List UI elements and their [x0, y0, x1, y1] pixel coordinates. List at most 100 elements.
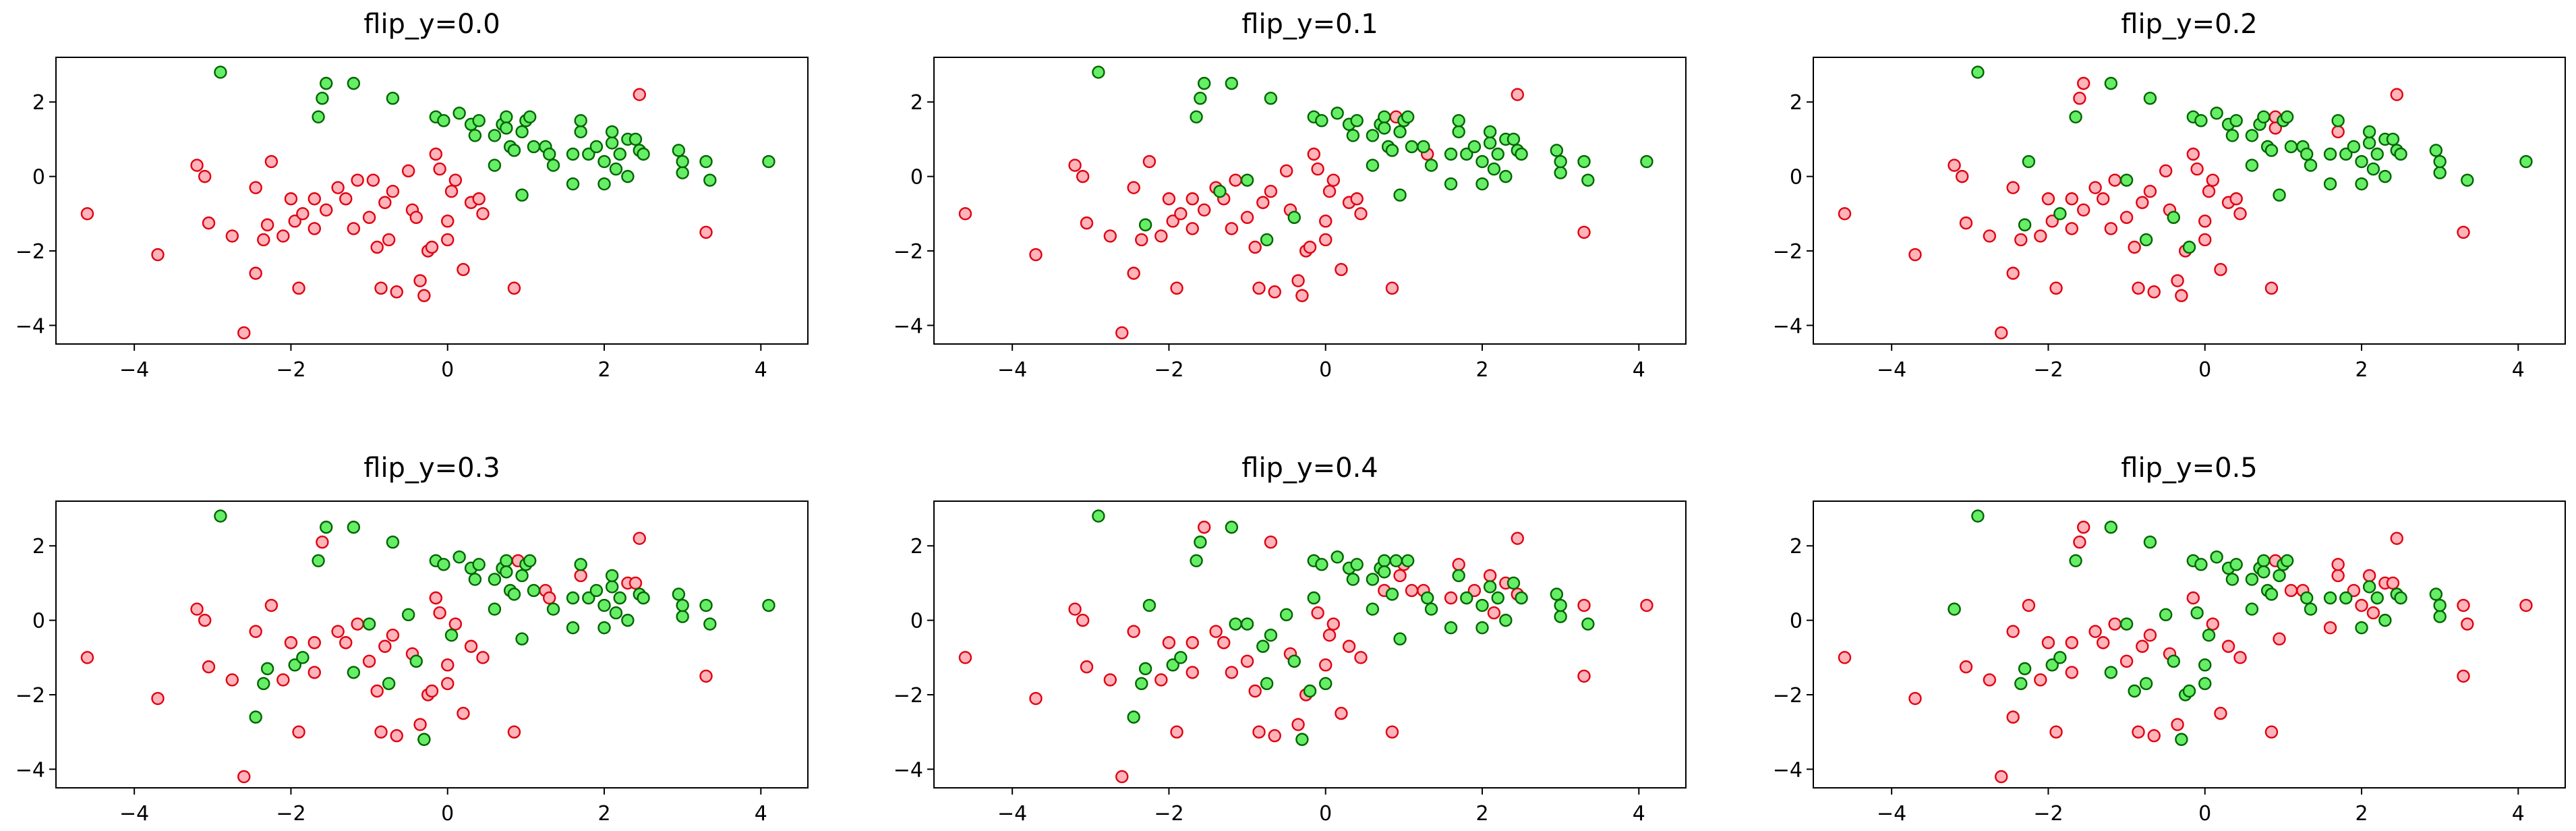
class-1-point: [1444, 147, 1458, 161]
class-0-point: [2206, 617, 2220, 631]
class-1-point: [574, 558, 587, 571]
class-0-point: [2186, 591, 2200, 605]
class-1-point: [1264, 92, 1278, 105]
class-0-point: [441, 214, 455, 228]
y-tick-label: 2: [910, 535, 923, 558]
y-tick-label: 0: [32, 610, 45, 633]
class-0-point: [1303, 240, 1317, 254]
class-0-point: [1995, 770, 2008, 784]
class-0-point: [308, 636, 321, 650]
class-1-point: [500, 121, 513, 135]
class-1-point: [507, 588, 521, 601]
class-0-point: [1279, 164, 1293, 178]
class-0-point: [413, 274, 427, 287]
class-1-point: [621, 169, 635, 183]
class-1-point: [1444, 177, 1458, 191]
class-0-point: [2457, 598, 2470, 612]
class-1-point: [2519, 154, 2533, 169]
class-0-point: [1103, 229, 1117, 243]
class-1-point: [1421, 591, 1434, 605]
class-1-point: [1554, 154, 1567, 169]
y-tick-label: −4: [16, 758, 45, 782]
class-0-point: [2229, 192, 2243, 206]
class-1-point: [2018, 662, 2032, 676]
class-1-point: [2128, 684, 2141, 698]
class-0-point: [2390, 532, 2403, 545]
class-1-point: [2167, 654, 2180, 668]
class-1-point: [2245, 602, 2259, 616]
class-1-point: [1229, 617, 1242, 631]
class-0-point: [2331, 125, 2345, 139]
class-1-point: [1198, 76, 1211, 90]
subplot-title: flip_y=0.4: [1241, 453, 1378, 484]
class-0-point: [2175, 289, 2188, 302]
class-1-point: [488, 602, 502, 616]
class-1-point: [515, 632, 529, 646]
class-0-point: [1252, 281, 1266, 295]
class-1-point: [2461, 173, 2474, 187]
class-0-point: [347, 222, 361, 235]
class-0-point: [225, 673, 239, 687]
class-0-point: [2347, 583, 2361, 598]
class-0-point: [1995, 326, 2008, 340]
class-0-point: [2132, 281, 2145, 295]
class-1-point: [2300, 591, 2314, 605]
class-1-point: [1350, 558, 1364, 571]
class-0-point: [433, 606, 446, 620]
class-0-point: [296, 207, 310, 221]
class-1-point: [500, 565, 513, 579]
class-0-point: [628, 576, 643, 590]
class-1-point: [2198, 677, 2212, 691]
class-1-point: [312, 110, 325, 124]
class-1-point: [589, 140, 604, 154]
class-0-point: [441, 677, 455, 691]
class-1-point: [1444, 621, 1458, 635]
class-0-point: [2147, 285, 2161, 299]
class-1-point: [597, 154, 611, 169]
class-1-point: [2394, 591, 2407, 605]
class-1-point: [2378, 169, 2392, 183]
class-0-point: [2171, 274, 2184, 287]
class-0-point: [2041, 636, 2055, 650]
class-1-point: [2245, 573, 2259, 586]
class-0-point: [1511, 88, 1524, 101]
class-0-point: [476, 207, 490, 221]
class-0-point: [1229, 173, 1242, 187]
class-1-point: [1401, 110, 1415, 124]
class-1-point: [2433, 610, 2447, 623]
class-0-point: [292, 725, 305, 739]
class-1-point: [597, 177, 611, 191]
class-1-point: [347, 520, 361, 534]
class-0-point: [1162, 192, 1176, 206]
class-0-point: [1162, 636, 1176, 650]
class-0-point: [390, 729, 403, 743]
class-1-point: [527, 583, 541, 598]
class-1-point: [2014, 677, 2028, 691]
class-0-point: [2159, 164, 2173, 178]
class-1-point: [417, 733, 431, 746]
class-0-point: [378, 639, 392, 653]
x-tick-label: −4: [1877, 802, 1906, 826]
class-1-point: [2210, 107, 2223, 120]
class-1-point: [386, 536, 400, 549]
class-0-point: [1142, 154, 1157, 169]
class-0-point: [429, 147, 443, 161]
class-1-point: [703, 173, 717, 187]
class-0-point: [1335, 262, 1348, 277]
class-0-point: [1452, 558, 1465, 571]
class-0-point: [958, 207, 972, 221]
class-1-point: [672, 588, 686, 601]
class-0-point: [2077, 520, 2090, 534]
class-0-point: [1959, 660, 1973, 674]
class-0-point: [2097, 192, 2110, 206]
class-0-point: [2088, 181, 2102, 194]
class-1-point: [574, 114, 587, 127]
class-1-point: [609, 606, 623, 620]
class-1-point: [2143, 92, 2157, 105]
class-0-point: [202, 660, 216, 674]
class-1-point: [2362, 125, 2376, 139]
class-1-point: [437, 558, 450, 571]
y-tick-label: −2: [1773, 240, 1803, 264]
class-1-point: [637, 591, 650, 605]
class-1-point: [703, 617, 717, 631]
